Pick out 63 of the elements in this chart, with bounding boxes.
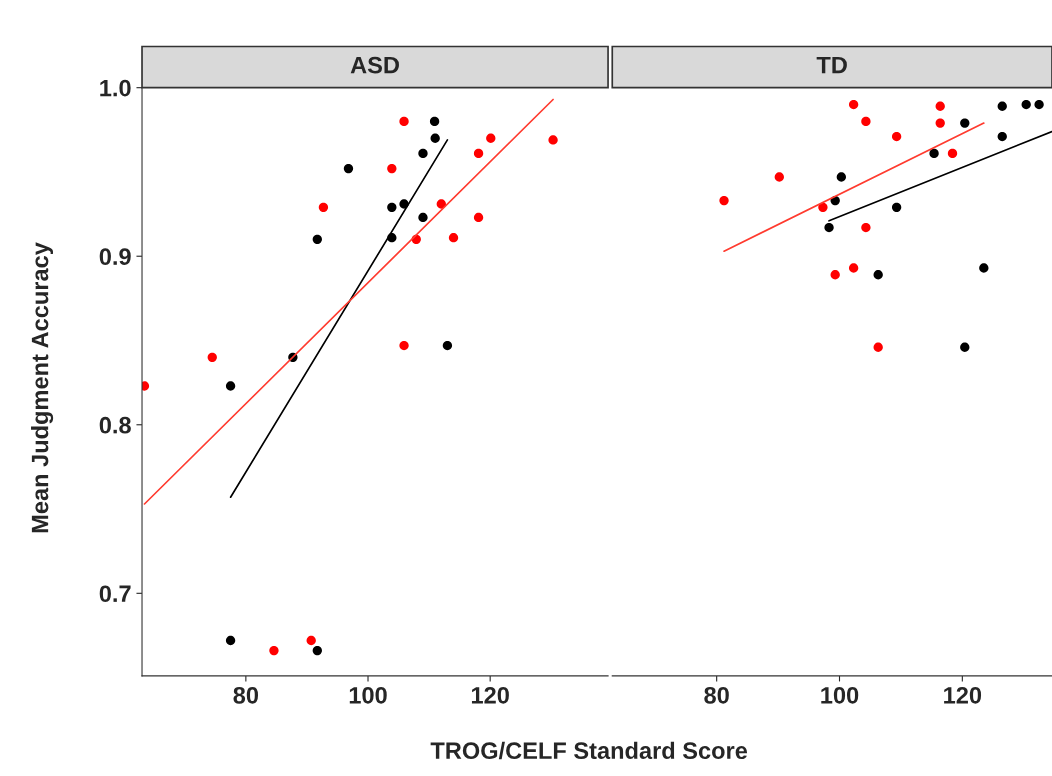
x-axis-title: TROG/CELF Standard Score <box>430 741 748 760</box>
point <box>1021 99 1031 110</box>
point <box>225 635 236 646</box>
point <box>824 222 834 233</box>
point <box>442 340 453 351</box>
point <box>774 172 784 182</box>
point <box>399 340 409 351</box>
point <box>861 222 871 233</box>
point <box>473 148 484 159</box>
point <box>836 172 846 182</box>
x-tick-label: 80 <box>233 686 259 704</box>
point <box>318 202 329 213</box>
point <box>935 118 945 128</box>
x-tick-label: 80 <box>704 686 729 704</box>
point <box>399 116 409 127</box>
point <box>818 202 828 213</box>
point <box>486 133 496 143</box>
point <box>418 212 428 223</box>
point <box>306 635 316 646</box>
point <box>997 131 1007 142</box>
point <box>436 199 446 209</box>
point <box>891 202 902 213</box>
point <box>473 212 484 223</box>
point <box>430 133 440 143</box>
chart-title: ASD <box>350 56 399 74</box>
point <box>312 645 322 656</box>
chart-title: TD <box>816 56 847 74</box>
point <box>873 270 883 280</box>
point <box>830 270 840 280</box>
point <box>861 116 871 127</box>
point <box>387 163 397 174</box>
x-tick-label: 120 <box>471 686 509 704</box>
point <box>960 118 970 128</box>
point <box>848 263 859 273</box>
point <box>929 148 939 159</box>
point <box>848 99 859 110</box>
point <box>312 234 322 245</box>
point <box>448 233 459 243</box>
point <box>873 342 883 352</box>
point <box>269 645 279 656</box>
point <box>719 195 729 206</box>
point <box>225 381 236 391</box>
point <box>891 131 902 142</box>
y-axis-title: Mean Judgment Accuracy <box>31 242 54 533</box>
y-tick-label: 0.9 <box>99 248 131 266</box>
x-tick-label: 120 <box>944 686 982 704</box>
point <box>997 101 1007 111</box>
point <box>1034 99 1044 110</box>
point <box>979 263 989 273</box>
point <box>947 148 958 159</box>
point <box>207 352 217 363</box>
point <box>343 163 354 174</box>
point <box>960 342 970 352</box>
point <box>548 135 558 145</box>
point <box>429 116 440 127</box>
x-tick-label: 100 <box>349 686 387 704</box>
y-tick-label: 1.0 <box>100 79 131 97</box>
x-tick-label: 100 <box>821 686 859 704</box>
point <box>935 101 945 111</box>
point <box>418 148 428 159</box>
y-tick-label: 0.8 <box>99 416 131 434</box>
y-tick-label: 0.7 <box>99 585 131 603</box>
point <box>387 202 397 213</box>
